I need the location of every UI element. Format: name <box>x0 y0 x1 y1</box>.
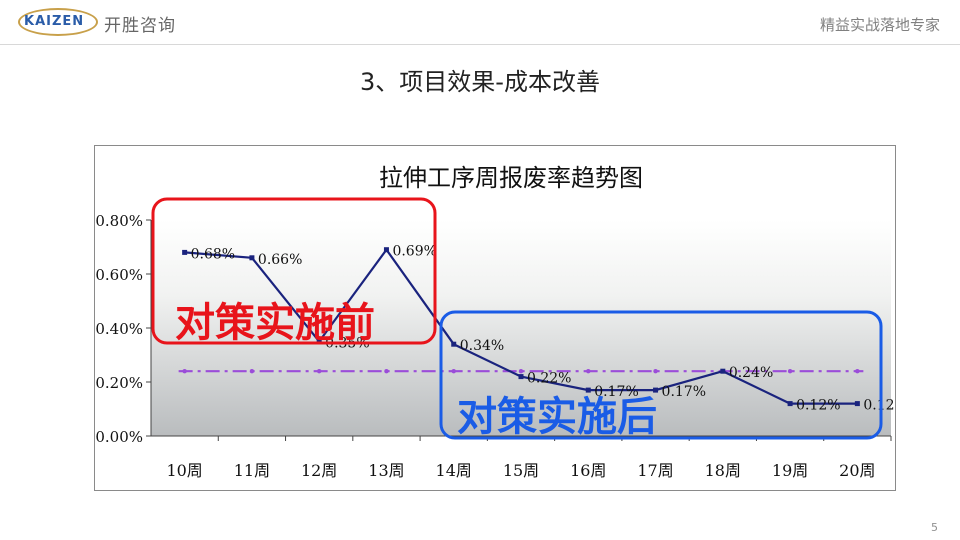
before-label: 对策实施前 <box>175 300 375 346</box>
target-marker <box>182 369 187 374</box>
company-logo: KAIZEN 开胜咨询 <box>18 6 176 40</box>
data-label: 0.22% <box>527 371 571 387</box>
data-label: 0.17% <box>594 384 638 400</box>
target-marker <box>384 369 389 374</box>
tagline: 精益实战落地专家 <box>819 16 940 34</box>
y-tick-label: 0.40% <box>95 320 143 338</box>
page-number: 5 <box>931 521 938 534</box>
x-tick-label: 15周 <box>503 461 539 480</box>
data-point <box>182 249 188 255</box>
data-point <box>383 247 389 253</box>
before-period-box <box>151 197 437 345</box>
x-tick-label: 11周 <box>234 461 270 480</box>
chart-title: 拉伸工序周报废率趋势图 <box>379 164 643 192</box>
target-marker <box>249 369 255 374</box>
logo-ring <box>18 8 98 36</box>
target-marker <box>787 369 793 374</box>
target-marker <box>451 369 456 374</box>
data-label: 0.24% <box>729 365 773 381</box>
slide-title: 3、项目效果-成本改善 <box>360 68 600 96</box>
data-point <box>518 374 524 380</box>
chart-frame: 0.00% 0.20% 0.40% 0.60% 0.80% 10周 11周 12周 13周 14周… <box>94 145 896 491</box>
x-tick-label: 20周 <box>839 461 875 480</box>
y-tick-label: 0.60% <box>95 266 143 284</box>
scrap-rate-chart: 0.00% 0.20% 0.40% 0.60% 0.80% 10周 11周 12周 13周 14周… <box>95 164 895 480</box>
data-label: 0.66% <box>258 252 302 268</box>
data-label: 0.12% <box>796 398 840 414</box>
data-label: 0.17% <box>662 384 706 400</box>
header-divider <box>0 44 960 45</box>
data-point <box>585 387 591 393</box>
x-tick-label: 13周 <box>368 461 404 480</box>
x-tick-label: 18周 <box>705 461 741 480</box>
logo-text: KAIZEN <box>24 14 85 29</box>
target-marker <box>855 369 860 374</box>
after-period-box <box>439 310 883 440</box>
data-label: 0.68% <box>191 246 235 262</box>
data-label: 0.12% <box>863 398 895 414</box>
data-label: 0.69% <box>392 244 436 260</box>
plot-area <box>151 220 891 436</box>
x-tick-label: 19周 <box>772 461 808 480</box>
data-point <box>653 387 659 393</box>
data-point <box>451 341 457 347</box>
target-marker <box>316 369 322 374</box>
target-marker <box>586 369 591 374</box>
company-name: 开胜咨询 <box>104 15 176 36</box>
x-tick-label: 16周 <box>570 461 606 480</box>
data-point <box>720 368 726 374</box>
x-tick-label: 10周 <box>166 461 202 480</box>
x-tick-label: 14周 <box>436 461 472 480</box>
x-tick-label: 17周 <box>637 461 673 480</box>
data-point <box>854 401 860 407</box>
y-tick-label: 0.00% <box>95 428 143 446</box>
logo-badge: KAIZEN <box>18 8 100 38</box>
after-label: 对策实施后 <box>457 394 657 440</box>
target-marker <box>653 369 658 374</box>
y-tick-label: 0.20% <box>95 374 143 392</box>
data-point <box>787 401 793 407</box>
data-point <box>249 255 255 261</box>
x-tick-label: 12周 <box>301 461 337 480</box>
target-marker <box>518 369 524 374</box>
y-tick-label: 0.80% <box>95 212 143 230</box>
data-label: 0.34% <box>460 338 504 354</box>
